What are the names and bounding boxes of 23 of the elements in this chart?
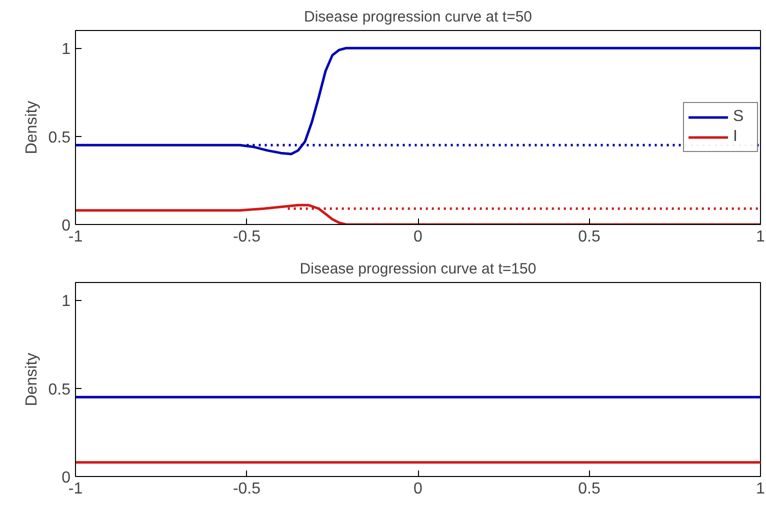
y-tick-label: 0 — [62, 470, 71, 486]
x-tick-label: 0 — [414, 480, 423, 498]
line-series — [76, 46, 760, 156]
x-tick-label: -0.5 — [232, 228, 261, 246]
chart-title: Disease progression curve at t=150 — [300, 260, 536, 278]
x-tick-label: 1 — [756, 480, 766, 498]
x-tick-label: -0.5 — [232, 480, 261, 498]
x-tick-label: -1 — [68, 228, 83, 246]
legend-label: I — [733, 128, 738, 146]
y-tick-label: 0.5 — [48, 381, 71, 398]
y-tick-label: 1 — [62, 293, 71, 310]
chart-title: Disease progression curve at t=50 — [304, 8, 532, 26]
y-tick-label: 0 — [62, 218, 71, 234]
x-tick-label: 0 — [414, 228, 423, 246]
y-axis-title: Density — [23, 352, 40, 406]
x-tick-label: 0.5 — [578, 228, 600, 246]
y-tick-label: 1 — [62, 41, 71, 58]
y-tick-label: 0.5 — [48, 129, 71, 146]
legend-label: S — [733, 108, 745, 126]
x-tick-label: 1 — [756, 228, 766, 246]
y-axis-title: Density — [23, 100, 40, 154]
x-tick-label: -1 — [68, 480, 83, 498]
x-tick-label: 0.5 — [578, 480, 600, 498]
